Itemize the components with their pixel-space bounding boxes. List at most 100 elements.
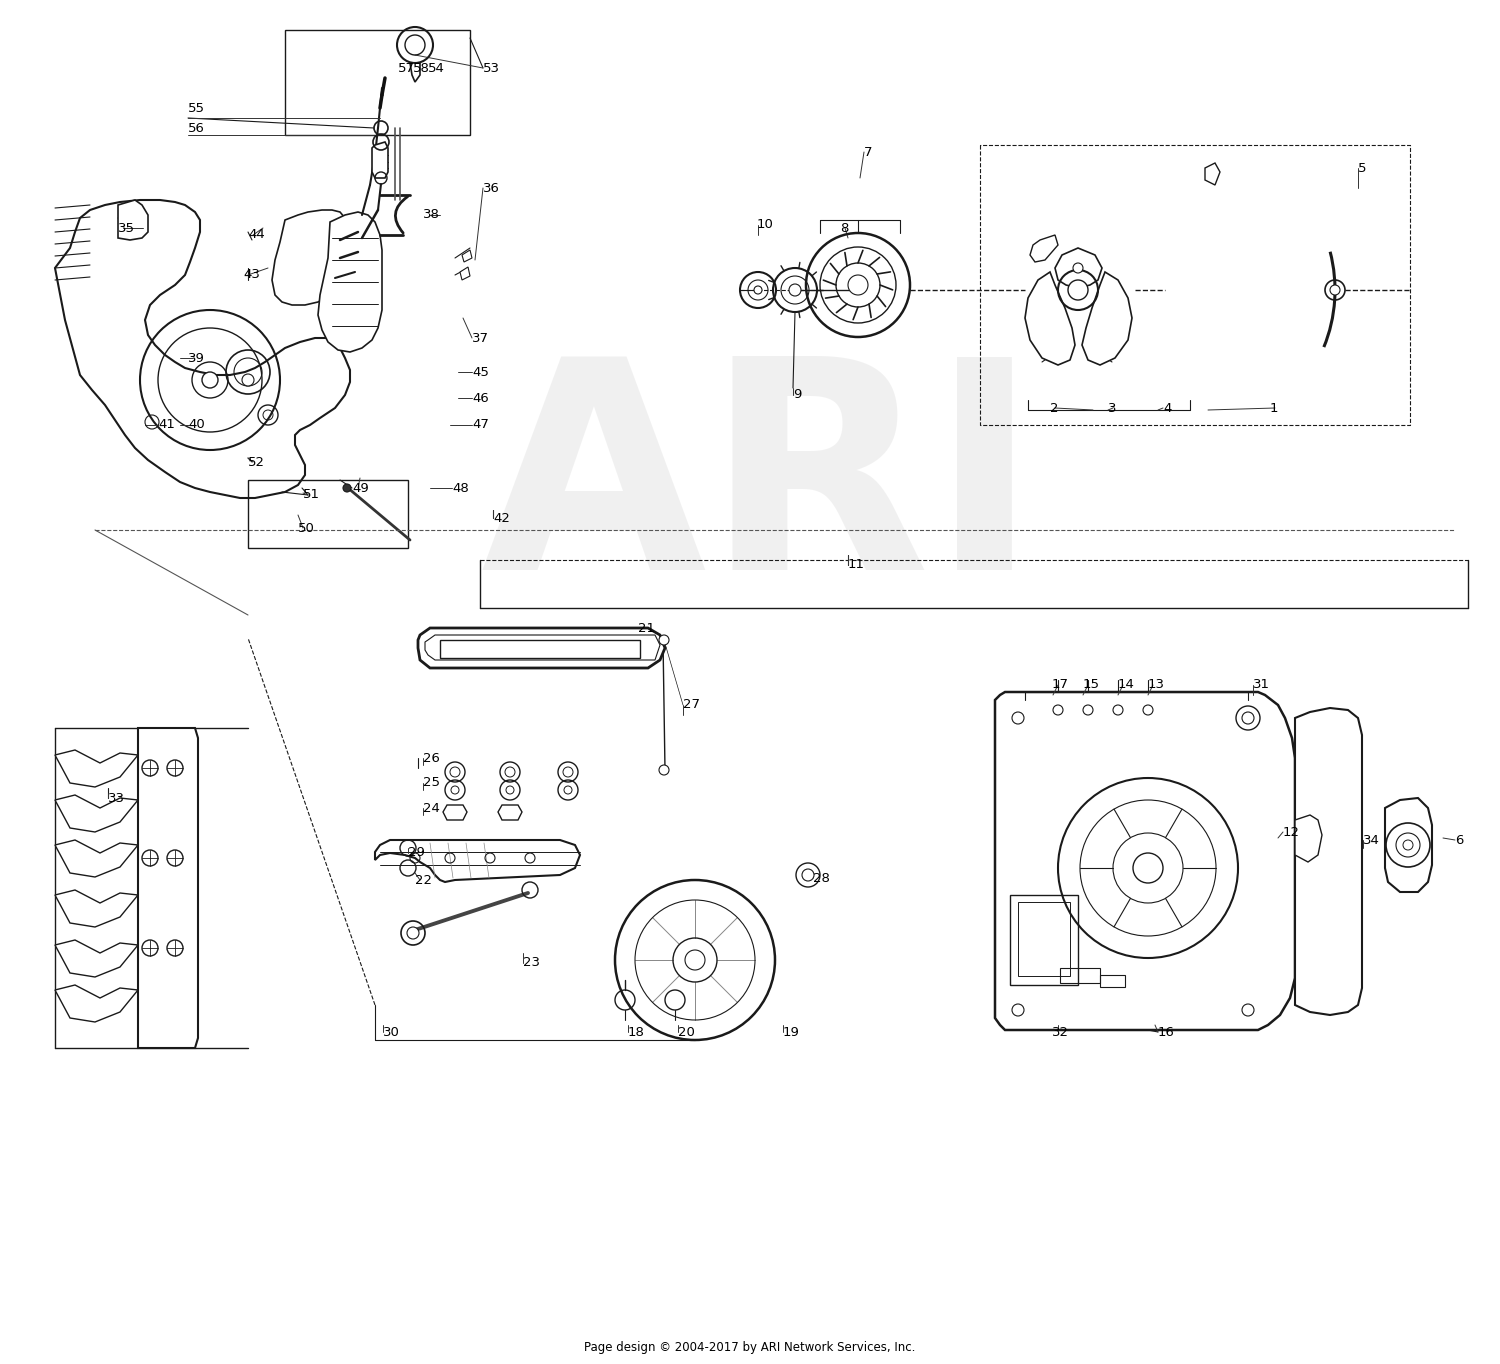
Text: 2: 2 xyxy=(1050,401,1059,415)
Text: 42: 42 xyxy=(494,512,510,525)
Text: 11: 11 xyxy=(847,558,865,572)
Text: 25: 25 xyxy=(423,776,439,790)
Circle shape xyxy=(1242,712,1254,724)
Polygon shape xyxy=(424,636,660,660)
Circle shape xyxy=(452,786,459,794)
Circle shape xyxy=(406,928,418,938)
Text: 27: 27 xyxy=(682,698,700,712)
Circle shape xyxy=(1402,840,1413,850)
Text: 17: 17 xyxy=(1052,678,1070,692)
Polygon shape xyxy=(56,889,138,928)
Polygon shape xyxy=(1294,708,1362,1015)
Text: 36: 36 xyxy=(483,181,500,195)
Text: 53: 53 xyxy=(483,61,500,75)
Text: 14: 14 xyxy=(1118,678,1136,692)
Text: 22: 22 xyxy=(416,873,432,887)
Text: 32: 32 xyxy=(1052,1026,1070,1038)
Circle shape xyxy=(754,286,762,295)
Text: 52: 52 xyxy=(248,456,266,468)
Text: 18: 18 xyxy=(628,1026,645,1038)
Circle shape xyxy=(1013,1004,1025,1016)
Text: 10: 10 xyxy=(758,218,774,232)
Text: 47: 47 xyxy=(472,419,489,431)
Circle shape xyxy=(506,786,515,794)
Text: 19: 19 xyxy=(783,1026,800,1038)
Circle shape xyxy=(564,786,572,794)
Circle shape xyxy=(1013,712,1025,724)
Bar xyxy=(1100,975,1125,988)
Circle shape xyxy=(1330,285,1340,295)
Polygon shape xyxy=(56,940,138,977)
Text: 1: 1 xyxy=(1270,401,1278,415)
Text: 21: 21 xyxy=(638,622,656,634)
Text: 3: 3 xyxy=(1108,401,1116,415)
Circle shape xyxy=(1113,705,1124,715)
Polygon shape xyxy=(462,250,472,262)
Polygon shape xyxy=(56,201,350,498)
Text: 34: 34 xyxy=(1364,833,1380,847)
Text: 6: 6 xyxy=(1455,833,1464,847)
Text: 5: 5 xyxy=(1358,161,1366,175)
Polygon shape xyxy=(460,267,470,280)
Text: 44: 44 xyxy=(248,229,264,241)
Text: 49: 49 xyxy=(352,481,369,495)
Polygon shape xyxy=(410,63,420,82)
Text: 46: 46 xyxy=(472,391,489,405)
Circle shape xyxy=(344,484,351,492)
Circle shape xyxy=(242,374,254,386)
Text: 51: 51 xyxy=(303,488,320,502)
Text: 23: 23 xyxy=(524,956,540,970)
Circle shape xyxy=(658,636,669,645)
Polygon shape xyxy=(1204,164,1219,186)
Polygon shape xyxy=(372,142,388,177)
Text: 9: 9 xyxy=(794,389,801,401)
Bar xyxy=(1060,968,1100,983)
Bar xyxy=(1019,902,1070,977)
Polygon shape xyxy=(1030,235,1057,262)
Text: 30: 30 xyxy=(382,1026,400,1038)
Text: 20: 20 xyxy=(678,1026,694,1038)
Text: 33: 33 xyxy=(108,791,124,805)
Circle shape xyxy=(1132,852,1162,883)
Text: 40: 40 xyxy=(188,419,204,431)
Text: 37: 37 xyxy=(472,331,489,345)
Polygon shape xyxy=(994,692,1294,1030)
Text: ARI: ARI xyxy=(480,348,1040,632)
Circle shape xyxy=(1053,705,1064,715)
Polygon shape xyxy=(1384,798,1432,892)
Circle shape xyxy=(1068,280,1088,300)
Text: 31: 31 xyxy=(1252,678,1270,692)
Text: 48: 48 xyxy=(452,481,468,495)
Text: 38: 38 xyxy=(423,209,439,221)
Circle shape xyxy=(1143,705,1154,715)
Text: 28: 28 xyxy=(813,872,830,884)
Polygon shape xyxy=(272,210,350,306)
Circle shape xyxy=(1083,705,1094,715)
Text: 15: 15 xyxy=(1083,678,1100,692)
Circle shape xyxy=(1242,1004,1254,1016)
Polygon shape xyxy=(56,795,138,832)
Text: 39: 39 xyxy=(188,352,206,364)
Text: 8: 8 xyxy=(840,221,849,235)
Text: 12: 12 xyxy=(1282,825,1300,839)
Polygon shape xyxy=(419,627,664,668)
Text: 41: 41 xyxy=(158,419,176,431)
Text: 43: 43 xyxy=(243,269,260,281)
Polygon shape xyxy=(138,728,198,1048)
Polygon shape xyxy=(375,840,580,883)
Text: 29: 29 xyxy=(408,847,424,859)
Text: 24: 24 xyxy=(423,802,439,814)
Bar xyxy=(440,640,640,657)
Circle shape xyxy=(658,765,669,775)
Text: Page design © 2004-2017 by ARI Network Services, Inc.: Page design © 2004-2017 by ARI Network S… xyxy=(585,1342,915,1354)
Polygon shape xyxy=(56,985,138,1022)
Polygon shape xyxy=(1294,816,1322,862)
Bar xyxy=(285,30,470,135)
Polygon shape xyxy=(56,840,138,877)
Text: 16: 16 xyxy=(1158,1026,1174,1038)
Circle shape xyxy=(802,869,814,881)
Bar xyxy=(248,480,408,548)
Polygon shape xyxy=(442,805,466,820)
Polygon shape xyxy=(498,805,522,820)
Polygon shape xyxy=(1054,248,1102,288)
